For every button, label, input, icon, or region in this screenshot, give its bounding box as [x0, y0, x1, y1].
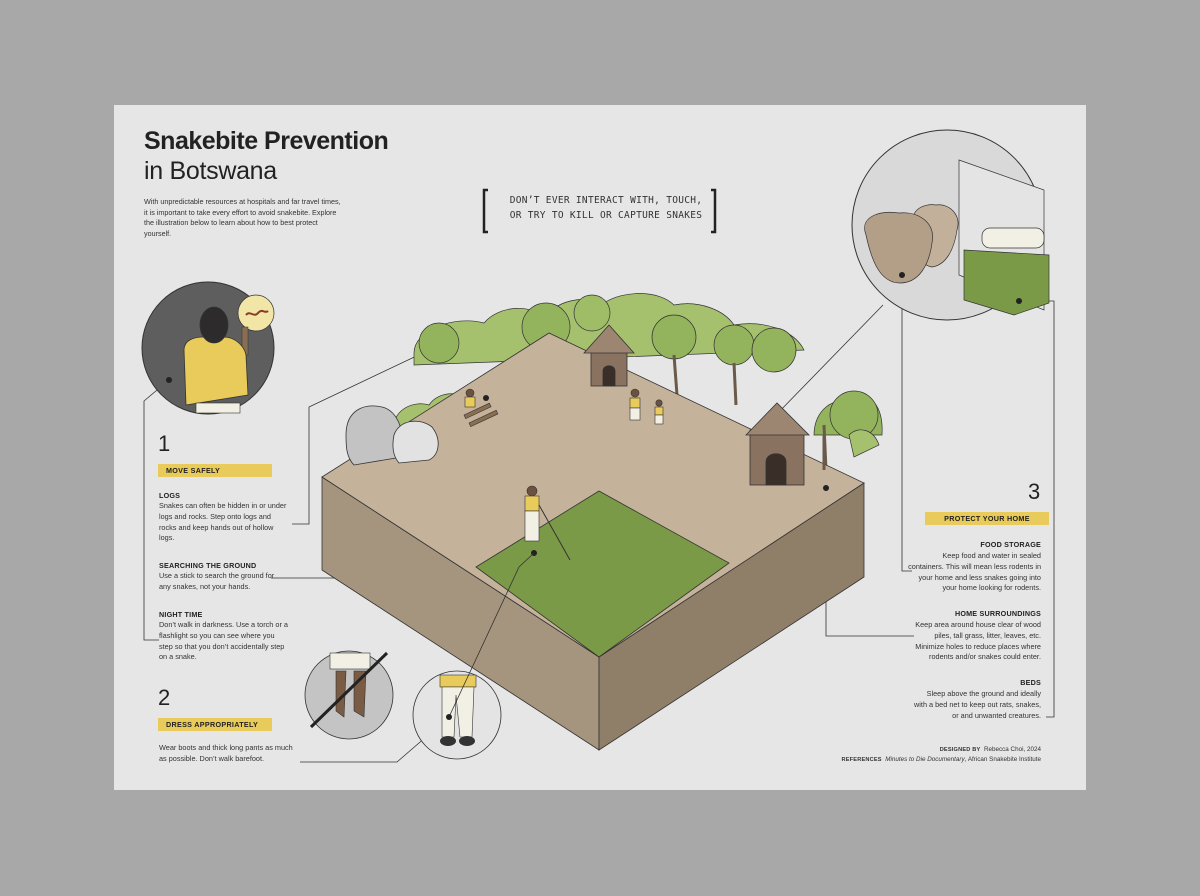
night-text: Don’t walk in darkness. Use a torch or a…: [159, 620, 288, 662]
inside-home-circle: [851, 129, 1050, 321]
references-label: REFERENCES: [841, 757, 882, 763]
warning-callout: DON’T EVER INTERACT WITH, TOUCH, OR TRY …: [486, 193, 726, 223]
intro-text: With unpredictable resources at hospital…: [144, 197, 341, 238]
section-3-tag: PROTECT YOUR HOME: [925, 512, 1049, 525]
boots-circle: [412, 670, 502, 760]
designed-by: DESIGNED BY Rebecca Choi, 2024: [754, 746, 1041, 753]
callout-dot-night: [166, 377, 172, 383]
callout-dot-food: [899, 272, 905, 278]
night-time-circle: [141, 281, 275, 415]
warning-line-2: OR TRY TO KILL OR CAPTURE SNAKES: [509, 210, 703, 221]
warning-bracket-right: [711, 188, 717, 234]
references-italic: Minutes to Die Documentary: [885, 756, 965, 763]
logs: [463, 402, 499, 428]
section-2-number: 2: [158, 685, 171, 710]
illustration: [141, 129, 1055, 763]
page-subtitle: in Botswana: [144, 157, 277, 185]
section-2-tag: DRESS APPROPRIATELY: [158, 718, 272, 731]
barefoot-circle: [304, 650, 394, 740]
home-surroundings-heading: HOME SURROUNDINGS: [954, 609, 1041, 618]
callout-dot-dress: [446, 714, 452, 720]
right-trees: [822, 390, 880, 470]
designed-by-value: Rebecca Choi, 2024: [983, 746, 1041, 753]
searching-text: Use a stick to search the ground for any…: [159, 571, 275, 591]
warning-bracket-left: [482, 188, 488, 234]
rocks: [345, 405, 439, 466]
references-rest: , African Snakebite Institute: [964, 756, 1041, 763]
food-storage-heading: FOOD STORAGE: [980, 540, 1041, 549]
callout-dot-logs: [483, 395, 489, 401]
beds-text: Sleep above the ground and ideally with …: [914, 689, 1041, 720]
references: REFERENCES Minutes to Die Documentary, A…: [754, 756, 1042, 763]
huts: [583, 324, 810, 486]
beds-heading: BEDS: [1020, 678, 1041, 687]
section-3-number: 3: [1028, 479, 1041, 504]
logs-heading: LOGS: [159, 491, 181, 500]
people: [464, 388, 664, 561]
infographic-poster: Snakebite Prevention in Botswana With un…: [114, 105, 1086, 790]
designed-by-label: DESIGNED BY: [939, 747, 981, 753]
searching-heading: SEARCHING THE GROUND: [159, 561, 257, 570]
section-1-tag: MOVE SAFELY: [158, 464, 272, 477]
section-1-number: 1: [158, 431, 171, 456]
callout-dot-surroundings: [823, 485, 829, 491]
dress-text: Wear boots and thick long pants as much …: [159, 743, 293, 763]
night-heading: NIGHT TIME: [159, 610, 203, 619]
page-title: Snakebite Prevention: [144, 127, 389, 155]
home-surroundings-text: Keep area around house clear of wood pil…: [915, 620, 1041, 662]
logs-text: Snakes can often be hidden in or under l…: [159, 501, 287, 543]
warning-line-1: DON’T EVER INTERACT WITH, TOUCH,: [509, 195, 703, 206]
callout-dot-beds: [1016, 298, 1022, 304]
food-storage-text: Keep food and water in sealed containers…: [908, 551, 1041, 593]
